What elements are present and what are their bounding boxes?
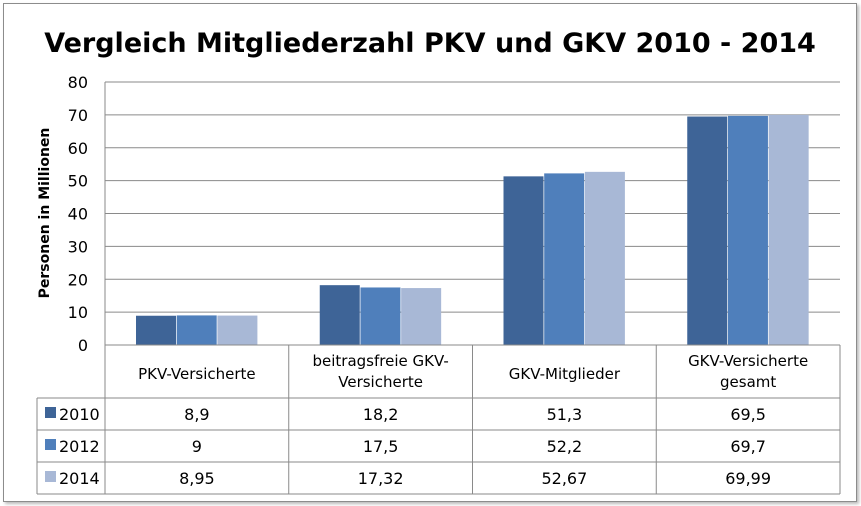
bar-2014-3 xyxy=(768,114,809,346)
table-cell: 9 xyxy=(192,437,202,456)
bar-2012-2 xyxy=(544,173,585,345)
category-label: beitragsfreie GKV- xyxy=(312,352,448,370)
legend-label: 2012 xyxy=(59,437,100,456)
bar-2012-0 xyxy=(176,315,217,345)
category-label: GKV-Versicherte xyxy=(688,352,808,370)
category-label: gesamt xyxy=(720,373,776,391)
bar-2012-3 xyxy=(727,115,768,345)
legend-label: 2010 xyxy=(59,405,100,424)
table-cell: 8,95 xyxy=(179,469,215,488)
table-cell: 52,67 xyxy=(541,469,587,488)
bar-2014-0 xyxy=(217,315,258,345)
table-cell: 18,2 xyxy=(363,405,399,424)
y-tick-label: 40 xyxy=(68,205,88,224)
bar-2012-1 xyxy=(360,287,401,345)
legend-swatch-2010 xyxy=(45,407,56,418)
y-tick-label: 20 xyxy=(68,270,88,289)
bar-2010-1 xyxy=(319,285,360,345)
category-label: PKV-Versicherte xyxy=(138,365,256,383)
table-cell: 17,32 xyxy=(358,469,404,488)
y-tick-label: 0 xyxy=(78,336,88,355)
table-cell: 8,9 xyxy=(184,405,209,424)
legend-swatch-2014 xyxy=(45,471,56,482)
y-tick-label: 10 xyxy=(68,303,88,322)
category-label: GKV-Mitglieder xyxy=(509,365,621,383)
chart-title: Vergleich Mitgliederzahl PKV und GKV 201… xyxy=(44,28,816,59)
y-tick-label: 70 xyxy=(68,106,88,125)
legend-label: 2014 xyxy=(59,469,100,488)
y-axis-label: Personen in Millionen xyxy=(37,128,53,299)
category-label: Versicherte xyxy=(338,373,423,391)
y-tick-label: 80 xyxy=(68,73,88,92)
legend-swatch-2012 xyxy=(45,439,56,450)
bar-2010-2 xyxy=(503,176,544,345)
table-cell: 69,99 xyxy=(725,469,771,488)
bar-2014-2 xyxy=(584,171,625,345)
table-cell: 51,3 xyxy=(547,405,583,424)
y-tick-label: 60 xyxy=(68,139,88,158)
bar-2010-3 xyxy=(687,116,728,345)
y-tick-label: 30 xyxy=(68,237,88,256)
table-cell: 17,5 xyxy=(363,437,399,456)
bar-2010-0 xyxy=(136,315,176,345)
table-cell: 69,7 xyxy=(730,437,766,456)
bar-2014-1 xyxy=(401,288,442,345)
y-tick-label: 50 xyxy=(68,172,88,191)
table-cell: 52,2 xyxy=(547,437,583,456)
table-cell: 69,5 xyxy=(730,405,766,424)
